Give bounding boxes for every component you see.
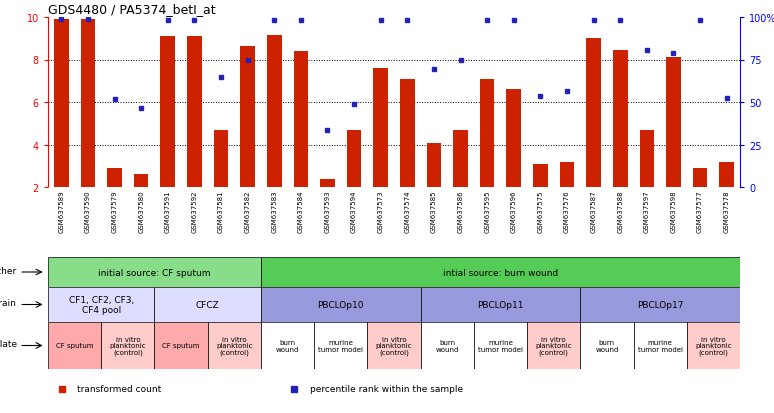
Bar bbox=[373, 69, 388, 188]
Text: GSM637573: GSM637573 bbox=[378, 190, 384, 233]
Bar bbox=[261, 322, 314, 369]
Text: GSM637583: GSM637583 bbox=[271, 190, 277, 233]
Bar bbox=[155, 322, 207, 369]
Bar bbox=[101, 322, 155, 369]
Bar bbox=[560, 162, 574, 188]
Bar bbox=[48, 322, 101, 369]
Text: GSM637581: GSM637581 bbox=[218, 190, 224, 233]
Bar bbox=[454, 131, 467, 188]
Text: GSM637594: GSM637594 bbox=[351, 190, 357, 233]
Text: percentile rank within the sample: percentile rank within the sample bbox=[310, 385, 463, 393]
Text: GSM637585: GSM637585 bbox=[431, 190, 437, 233]
Bar bbox=[506, 90, 521, 188]
Bar bbox=[214, 131, 228, 188]
Bar bbox=[261, 257, 740, 287]
Bar bbox=[80, 20, 95, 188]
Text: PBCLOp11: PBCLOp11 bbox=[478, 300, 524, 309]
Text: GSM637580: GSM637580 bbox=[138, 190, 144, 233]
Bar bbox=[108, 169, 122, 188]
Text: GSM637588: GSM637588 bbox=[617, 190, 623, 233]
Text: GDS4480 / PA5374_betI_at: GDS4480 / PA5374_betI_at bbox=[48, 3, 216, 16]
Text: in vitro
planktonic
(control): in vitro planktonic (control) bbox=[110, 336, 146, 356]
Text: GSM637595: GSM637595 bbox=[485, 190, 490, 233]
Bar bbox=[580, 322, 634, 369]
Text: GSM637591: GSM637591 bbox=[165, 190, 171, 233]
Bar bbox=[187, 37, 202, 188]
Text: GSM637576: GSM637576 bbox=[564, 190, 570, 233]
Bar bbox=[474, 322, 527, 369]
Text: GSM637586: GSM637586 bbox=[457, 190, 464, 233]
Text: GSM637597: GSM637597 bbox=[644, 190, 650, 233]
Text: GSM637579: GSM637579 bbox=[111, 190, 118, 233]
Bar bbox=[693, 169, 707, 188]
Bar bbox=[586, 39, 601, 188]
Text: GSM637574: GSM637574 bbox=[404, 190, 410, 233]
Text: burn
wound: burn wound bbox=[595, 339, 618, 352]
Bar bbox=[314, 322, 368, 369]
Text: transformed count: transformed count bbox=[77, 385, 162, 393]
Bar bbox=[527, 322, 580, 369]
Text: CFCZ: CFCZ bbox=[196, 300, 220, 309]
Bar bbox=[580, 287, 740, 322]
Bar bbox=[420, 287, 580, 322]
Text: intial source: burn wound: intial source: burn wound bbox=[443, 268, 558, 277]
Text: GSM637578: GSM637578 bbox=[724, 190, 730, 233]
Bar bbox=[666, 58, 681, 188]
Text: murine
tumor model: murine tumor model bbox=[638, 339, 683, 352]
Bar bbox=[320, 179, 335, 188]
Bar bbox=[267, 36, 282, 188]
Text: GSM637593: GSM637593 bbox=[324, 190, 330, 233]
Bar bbox=[634, 322, 687, 369]
Text: CF sputum: CF sputum bbox=[56, 343, 94, 349]
Text: murine
tumor model: murine tumor model bbox=[318, 339, 363, 352]
Text: CF sputum: CF sputum bbox=[163, 343, 200, 349]
Text: PBCLOp10: PBCLOp10 bbox=[317, 300, 364, 309]
Text: murine
tumor model: murine tumor model bbox=[478, 339, 523, 352]
Text: in vitro
planktonic
(control): in vitro planktonic (control) bbox=[695, 336, 731, 356]
Bar bbox=[613, 51, 628, 188]
Bar bbox=[368, 322, 420, 369]
Text: GSM637589: GSM637589 bbox=[58, 190, 64, 233]
Text: GSM637582: GSM637582 bbox=[245, 190, 251, 233]
Text: strain: strain bbox=[0, 299, 17, 308]
Bar bbox=[426, 144, 441, 188]
Bar bbox=[155, 287, 261, 322]
Bar bbox=[261, 287, 420, 322]
Text: GSM637584: GSM637584 bbox=[298, 190, 304, 233]
Text: GSM637575: GSM637575 bbox=[537, 190, 543, 233]
Bar bbox=[207, 322, 261, 369]
Text: CF1, CF2, CF3,
CF4 pool: CF1, CF2, CF3, CF4 pool bbox=[69, 295, 134, 314]
Bar bbox=[48, 287, 155, 322]
Bar bbox=[719, 162, 734, 188]
Bar bbox=[347, 131, 361, 188]
Text: GSM637596: GSM637596 bbox=[511, 190, 517, 233]
Text: in vitro
planktonic
(control): in vitro planktonic (control) bbox=[375, 336, 413, 356]
Text: burn
wound: burn wound bbox=[436, 339, 459, 352]
Text: burn
wound: burn wound bbox=[276, 339, 300, 352]
Text: GSM637587: GSM637587 bbox=[591, 190, 597, 233]
Text: other: other bbox=[0, 266, 17, 275]
Bar bbox=[293, 52, 308, 188]
Bar bbox=[48, 257, 261, 287]
Bar bbox=[480, 79, 495, 188]
Bar bbox=[533, 164, 548, 188]
Text: GSM637590: GSM637590 bbox=[85, 190, 91, 233]
Text: in vitro
planktonic
(control): in vitro planktonic (control) bbox=[216, 336, 252, 356]
Text: GSM637598: GSM637598 bbox=[670, 190, 676, 233]
Text: PBCLOp17: PBCLOp17 bbox=[637, 300, 683, 309]
Bar bbox=[400, 79, 415, 188]
Bar bbox=[54, 20, 69, 188]
Text: initial source: CF sputum: initial source: CF sputum bbox=[98, 268, 211, 277]
Bar bbox=[687, 322, 740, 369]
Text: in vitro
planktonic
(control): in vitro planktonic (control) bbox=[536, 336, 572, 356]
Bar bbox=[134, 175, 149, 188]
Bar bbox=[420, 322, 474, 369]
Text: isolate: isolate bbox=[0, 339, 17, 348]
Bar bbox=[240, 47, 255, 188]
Bar bbox=[639, 131, 654, 188]
Text: GSM637592: GSM637592 bbox=[191, 190, 197, 233]
Bar bbox=[160, 37, 175, 188]
Text: GSM637577: GSM637577 bbox=[697, 190, 703, 233]
